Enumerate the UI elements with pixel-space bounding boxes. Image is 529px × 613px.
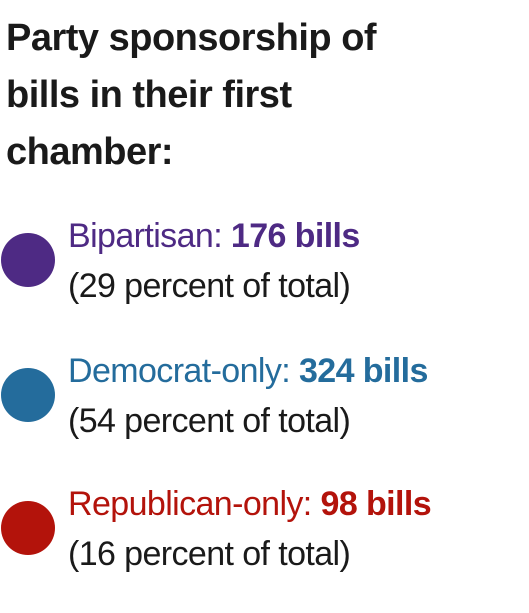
legend-item-bipartisan: Bipartisan: 176 bills (29 percent of tot… (0, 214, 529, 324)
legend-item-democrat: Democrat-only: 324 bills (54 percent of … (0, 349, 529, 459)
legend-item-count: 98 bills (320, 485, 432, 523)
legend-item-label: Republican-only: (68, 485, 312, 523)
legend-item-share: (54 percent of total) (68, 402, 351, 440)
legend-item-share: (16 percent of total) (68, 535, 351, 573)
legend-item-count: 176 bills (230, 217, 360, 255)
legend-item-label: Bipartisan: (68, 217, 223, 255)
republican-dot-icon (1, 501, 55, 555)
legend-item-republican: Republican-only: 98 bills (16 percent of… (0, 482, 529, 592)
legend-item-count: 324 bills (298, 352, 428, 390)
legend-item-heading: Bipartisan: 176 bills (68, 214, 360, 258)
page-title: Party sponsorship of bills in their firs… (6, 17, 377, 173)
legend-item-heading: Republican-only: 98 bills (68, 482, 432, 526)
legend-item-share: (29 percent of total) (68, 267, 351, 305)
democrat-dot-icon (1, 368, 55, 422)
bipartisan-dot-icon (1, 233, 55, 287)
legend-item-label: Democrat-only: (68, 352, 291, 390)
legend-item-heading: Democrat-only: 324 bills (68, 349, 428, 393)
